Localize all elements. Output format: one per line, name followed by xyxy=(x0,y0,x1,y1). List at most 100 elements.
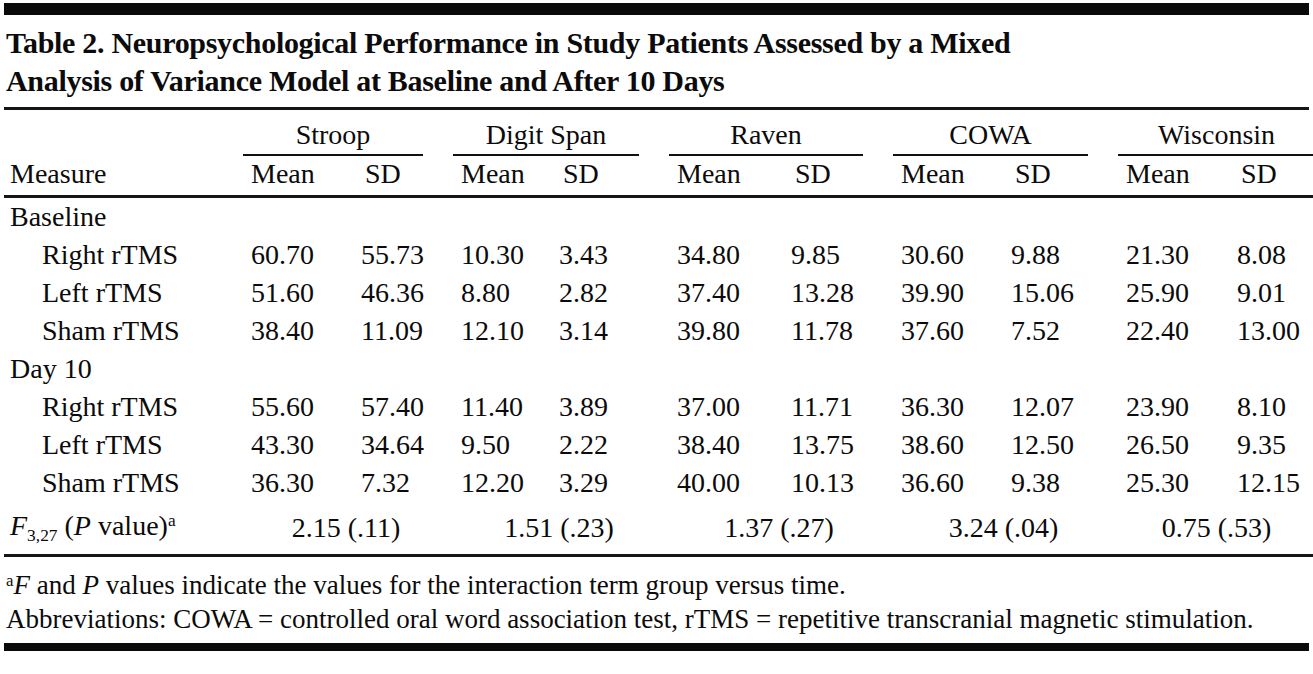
cell-value: 55.60 xyxy=(241,388,351,426)
f-value-raven: 1.37 (.27) xyxy=(667,502,891,556)
cell-value: 57.40 xyxy=(351,388,451,426)
cell-value: 25.30 xyxy=(1116,464,1227,502)
cell-value: 37.40 xyxy=(667,274,781,312)
cell-value: 30.60 xyxy=(891,236,1001,274)
cell-value: 8.10 xyxy=(1227,388,1313,426)
cell-value: 36.30 xyxy=(241,464,351,502)
cell-value: 26.50 xyxy=(1116,426,1227,464)
cell-value: 3.89 xyxy=(549,388,667,426)
cell-value: 38.60 xyxy=(891,426,1001,464)
subheader-sd: SD xyxy=(1001,156,1116,196)
cell-value: 15.06 xyxy=(1001,274,1116,312)
cell-value: 12.07 xyxy=(1001,388,1116,426)
cell-value: 3.14 xyxy=(549,312,667,350)
cell-value: 46.36 xyxy=(351,274,451,312)
bottom-thick-rule xyxy=(4,643,1309,651)
table-row: Sham rTMS 38.40 11.09 12.10 3.14 39.80 1… xyxy=(4,312,1313,350)
row-label: Sham rTMS xyxy=(4,464,241,502)
cell-value: 37.00 xyxy=(667,388,781,426)
cell-value: 25.90 xyxy=(1116,274,1227,312)
group-header-raven: Raven xyxy=(669,119,863,156)
group-header-wisconsin: Wisconsin xyxy=(1118,119,1313,156)
subheader-sd: SD xyxy=(1227,156,1313,196)
cell-value: 9.01 xyxy=(1227,274,1313,312)
cell-value: 60.70 xyxy=(241,236,351,274)
f-row-label: F3,27 (P value)a xyxy=(4,502,241,556)
cell-value: 22.40 xyxy=(1116,312,1227,350)
footnote-a: aF and P values indicate the values for … xyxy=(6,564,1307,602)
group-header-digit-span: Digit Span xyxy=(453,119,639,156)
cell-value: 12.50 xyxy=(1001,426,1116,464)
section-row-day10: Day 10 xyxy=(4,350,1313,388)
row-label: Sham rTMS xyxy=(4,312,241,350)
subheader-mean: Mean xyxy=(1116,156,1227,196)
cell-value: 55.73 xyxy=(351,236,451,274)
row-label: Left rTMS xyxy=(4,274,241,312)
section-label: Baseline xyxy=(4,196,1313,236)
table-row: Right rTMS 55.60 57.40 11.40 3.89 37.00 … xyxy=(4,388,1313,426)
footnote-abbreviations: Abbreviations: COWA = controlled oral wo… xyxy=(6,603,1307,636)
cell-value: 38.40 xyxy=(667,426,781,464)
data-table: Measure Stroop Digit Span Raven COWA Wis… xyxy=(4,112,1313,557)
group-header-row: Measure Stroop Digit Span Raven COWA Wis… xyxy=(4,112,1313,156)
cell-value: 12.20 xyxy=(451,464,549,502)
cell-value: 13.00 xyxy=(1227,312,1313,350)
cell-value: 8.08 xyxy=(1227,236,1313,274)
cell-value: 9.35 xyxy=(1227,426,1313,464)
subheader-sd: SD xyxy=(549,156,667,196)
cell-value: 12.10 xyxy=(451,312,549,350)
cell-value: 9.88 xyxy=(1001,236,1116,274)
row-label: Left rTMS xyxy=(4,426,241,464)
subheader-mean: Mean xyxy=(241,156,351,196)
cell-value: 2.22 xyxy=(549,426,667,464)
row-label: Right rTMS xyxy=(4,236,241,274)
f-value-stroop: 2.15 (.11) xyxy=(241,502,451,556)
subheader-mean: Mean xyxy=(667,156,781,196)
cell-value: 3.43 xyxy=(549,236,667,274)
subheader-sd: SD xyxy=(351,156,451,196)
cell-value: 39.90 xyxy=(891,274,1001,312)
f-value-wisconsin: 0.75 (.53) xyxy=(1116,502,1313,556)
cell-value: 43.30 xyxy=(241,426,351,464)
cell-value: 7.52 xyxy=(1001,312,1116,350)
cell-value: 37.60 xyxy=(891,312,1001,350)
f-statistic-row: F3,27 (P value)a 2.15 (.11) 1.51 (.23) 1… xyxy=(4,502,1313,556)
cell-value: 11.71 xyxy=(781,388,891,426)
table-title-line2: Analysis of Variance Model at Baseline a… xyxy=(6,62,1307,100)
cell-value: 34.64 xyxy=(351,426,451,464)
cell-value: 39.80 xyxy=(667,312,781,350)
subheader-mean: Mean xyxy=(891,156,1001,196)
cell-value: 51.60 xyxy=(241,274,351,312)
cell-value: 2.82 xyxy=(549,274,667,312)
column-header-measure: Measure xyxy=(4,112,241,196)
cell-value: 11.09 xyxy=(351,312,451,350)
cell-value: 21.30 xyxy=(1116,236,1227,274)
cell-value: 3.29 xyxy=(549,464,667,502)
cell-value: 7.32 xyxy=(351,464,451,502)
subheader-sd: SD xyxy=(781,156,891,196)
cell-value: 23.90 xyxy=(1116,388,1227,426)
section-label: Day 10 xyxy=(4,350,1313,388)
f-value-cowa: 3.24 (.04) xyxy=(891,502,1116,556)
cell-value: 10.13 xyxy=(781,464,891,502)
cell-value: 11.78 xyxy=(781,312,891,350)
table-title: Table 2. Neuropsychological Performance … xyxy=(4,24,1309,110)
cell-value: 9.50 xyxy=(451,426,549,464)
cell-value: 9.85 xyxy=(781,236,891,274)
table-row: Sham rTMS 36.30 7.32 12.20 3.29 40.00 10… xyxy=(4,464,1313,502)
table-row: Left rTMS 43.30 34.64 9.50 2.22 38.40 13… xyxy=(4,426,1313,464)
group-header-cowa: COWA xyxy=(893,119,1088,156)
section-row-baseline: Baseline xyxy=(4,196,1313,236)
cell-value: 36.30 xyxy=(891,388,1001,426)
cell-value: 40.00 xyxy=(667,464,781,502)
cell-value: 38.40 xyxy=(241,312,351,350)
cell-value: 34.80 xyxy=(667,236,781,274)
cell-value: 13.75 xyxy=(781,426,891,464)
paper-table-figure: Table 2. Neuropsychological Performance … xyxy=(0,0,1313,674)
cell-value: 36.60 xyxy=(891,464,1001,502)
table-title-line1: Table 2. Neuropsychological Performance … xyxy=(6,24,1307,62)
table-row: Right rTMS 60.70 55.73 10.30 3.43 34.80 … xyxy=(4,236,1313,274)
cell-value: 13.28 xyxy=(781,274,891,312)
cell-value: 12.15 xyxy=(1227,464,1313,502)
row-label: Right rTMS xyxy=(4,388,241,426)
